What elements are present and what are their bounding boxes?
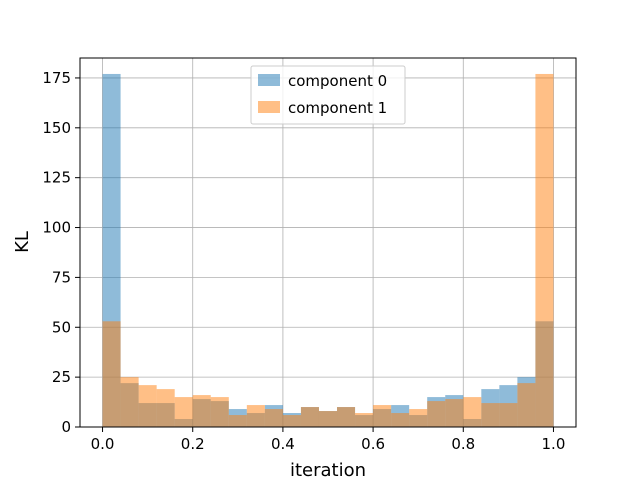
y-tick-label: 50: [52, 318, 71, 336]
x-tick-label: 0.2: [181, 435, 205, 453]
x-axis-ticks: 0.0 0.2 0.4 0.6 0.8 1.0: [91, 427, 566, 453]
bar-component-1: [192, 395, 211, 427]
y-axis-ticks: 0 25 50 75 100 125 150 175: [42, 69, 80, 436]
bar-component-1: [318, 411, 338, 427]
y-tick-label: 175: [42, 69, 71, 87]
y-axis-label: KL: [12, 231, 33, 253]
legend-swatch-component-0: [258, 74, 280, 86]
bar-component-1: [535, 73, 554, 427]
x-tick-label: 1.0: [542, 435, 566, 453]
series-component-0-bars: [102, 73, 554, 427]
legend-frame: [250, 65, 406, 125]
bar-component-1: [300, 407, 319, 427]
bar-component-1: [391, 413, 410, 427]
bar-component-1: [156, 389, 175, 427]
series-component-1-bars: [102, 73, 554, 427]
bar-component-1: [210, 397, 229, 427]
bar-component-1: [373, 405, 392, 427]
x-axis-label: iteration: [290, 460, 366, 480]
bar-component-1: [337, 407, 356, 427]
legend: component 0 component 1: [250, 65, 406, 125]
bar-component-1: [246, 405, 265, 427]
bar-component-1: [481, 403, 500, 427]
bar-component-1: [102, 321, 121, 427]
bar-component-1: [427, 401, 446, 427]
y-tick-label: 100: [42, 219, 71, 237]
legend-label-component-1: component 1: [288, 99, 387, 117]
bar-component-1: [517, 383, 536, 427]
x-tick-label: 0.6: [361, 435, 385, 453]
legend-label-component-0: component 0: [288, 72, 387, 90]
plot-frame: [79, 57, 577, 428]
x-tick-label: 0.4: [271, 435, 295, 453]
legend-swatch-component-1: [258, 101, 280, 113]
bar-component-1: [120, 377, 139, 427]
bar-component-1: [445, 399, 464, 427]
bar-component-1: [264, 409, 283, 427]
y-tick-label: 75: [52, 268, 71, 286]
x-tick-label: 0.0: [91, 435, 115, 453]
y-tick-label: 150: [42, 119, 71, 137]
y-tick-label: 25: [52, 368, 71, 386]
bar-component-1: [463, 397, 482, 427]
bar-component-1: [499, 403, 518, 427]
y-tick-label: 0: [61, 418, 71, 436]
x-tick-label: 0.8: [451, 435, 475, 453]
y-tick-label: 125: [42, 169, 71, 187]
bar-component-1: [138, 385, 157, 427]
bar-component-1: [228, 415, 247, 427]
bar-component-1: [409, 409, 428, 427]
bar-component-1: [282, 415, 301, 427]
bar-component-1: [174, 397, 193, 427]
bar-component-1: [355, 413, 374, 427]
